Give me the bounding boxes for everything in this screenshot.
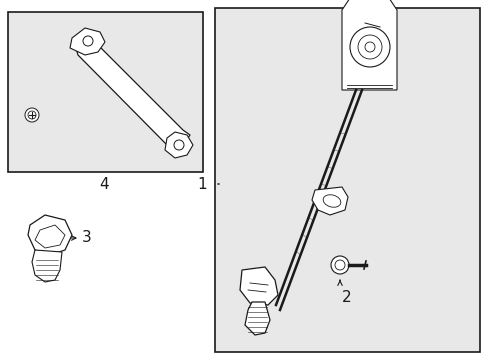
Text: 1: 1 [197, 176, 207, 192]
Polygon shape [352, 13, 392, 45]
Polygon shape [28, 215, 72, 255]
Bar [8, 12, 203, 172]
Text: 3: 3 [82, 230, 92, 246]
Circle shape [174, 140, 184, 150]
Circle shape [83, 36, 93, 46]
Circle shape [350, 27, 390, 67]
Bar [215, 8, 480, 352]
Polygon shape [70, 28, 105, 55]
Ellipse shape [323, 195, 341, 207]
Circle shape [365, 42, 375, 52]
Circle shape [28, 111, 36, 119]
Text: 2: 2 [342, 290, 352, 305]
Polygon shape [312, 187, 348, 215]
Text: 4: 4 [99, 177, 109, 192]
Circle shape [25, 108, 39, 122]
Polygon shape [240, 267, 278, 305]
Polygon shape [32, 250, 62, 282]
Polygon shape [245, 302, 270, 335]
Circle shape [331, 256, 349, 274]
Circle shape [335, 260, 345, 270]
Polygon shape [75, 35, 190, 148]
Polygon shape [165, 132, 193, 158]
Circle shape [358, 35, 382, 59]
Polygon shape [35, 225, 65, 248]
Polygon shape [342, 0, 397, 90]
